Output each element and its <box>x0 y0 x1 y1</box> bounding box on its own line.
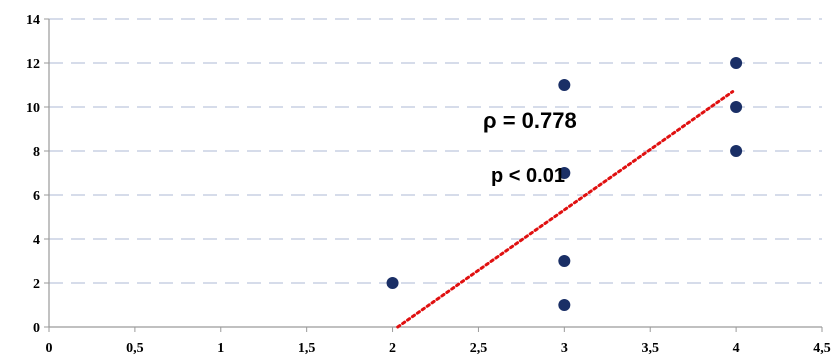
x-tick-label: 0,5 <box>126 341 144 356</box>
x-tick-label: 2 <box>389 341 396 356</box>
y-tick-label: 8 <box>33 145 40 160</box>
data-point <box>558 79 571 91</box>
x-tick-label: 3,5 <box>641 341 659 356</box>
correlation-annotation: ρ = 0.778 <box>483 108 577 133</box>
x-tick-label: 4 <box>733 341 740 356</box>
grid-lines <box>49 18 822 284</box>
axes <box>44 18 823 332</box>
x-tick-label: 2,5 <box>470 341 488 356</box>
x-tick-label: 4,5 <box>813 341 831 356</box>
trendline <box>396 90 735 329</box>
data-points <box>386 57 743 311</box>
data-point <box>558 167 571 179</box>
data-point <box>386 277 399 289</box>
x-tick-label: 1 <box>217 341 224 356</box>
tick-labels: 0 2 4 6 8 10 12 14 0 0,5 1 1,5 2 2,5 3 3,5 4 4,5 <box>26 13 831 356</box>
data-point <box>730 145 743 157</box>
y-tick-label: 0 <box>33 321 40 336</box>
p-value-annotation: p < 0.01 <box>491 165 565 187</box>
x-tick-label: 3 <box>561 341 568 356</box>
y-tick-label: 6 <box>33 189 40 204</box>
y-tick-label: 10 <box>26 101 40 116</box>
data-point <box>558 255 571 267</box>
x-tick-label: 0 <box>46 341 53 356</box>
y-tick-label: 12 <box>26 57 40 72</box>
data-point <box>558 299 571 311</box>
trendline-layer <box>396 90 735 329</box>
y-tick-label: 4 <box>33 233 40 248</box>
y-tick-label: 14 <box>26 13 40 28</box>
x-tick-label: 1,5 <box>298 341 316 356</box>
y-tick-label: 2 <box>33 277 40 292</box>
data-point <box>730 101 743 113</box>
data-point <box>730 57 743 69</box>
